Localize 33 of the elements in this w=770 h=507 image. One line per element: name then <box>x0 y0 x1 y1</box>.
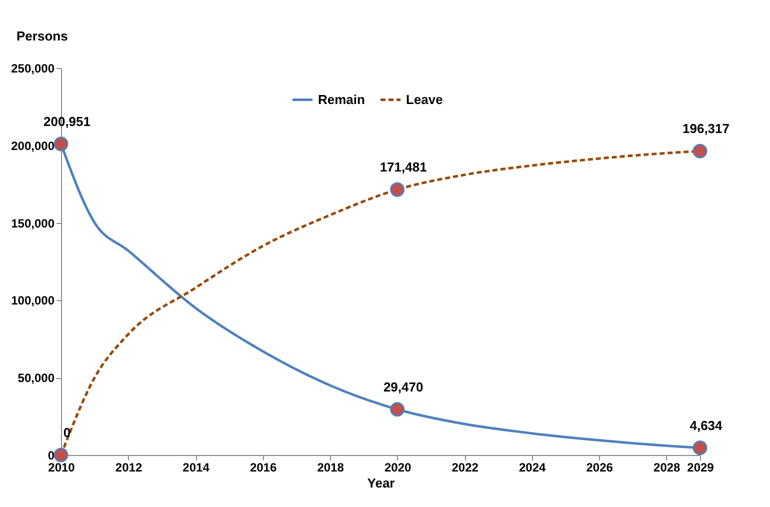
y-tick-label: 50,000 <box>18 371 55 386</box>
y-tick-label: 200,000 <box>11 138 55 153</box>
x-tick-label: 2020 <box>384 460 412 474</box>
x-tick-label: 2029 <box>687 460 714 474</box>
y-axis-title: Persons <box>16 28 68 44</box>
data-label: 0 <box>63 425 71 440</box>
x-axis-title: Year <box>367 476 395 490</box>
point <box>692 144 708 158</box>
x-tick-label: 2014 <box>182 460 210 474</box>
y-tick-label: 0 <box>48 448 55 462</box>
point <box>390 402 405 417</box>
data-label: 29,470 <box>383 379 424 394</box>
y-tick-label: 250,000 <box>11 62 55 76</box>
y-tick-label: 150,000 <box>11 216 55 230</box>
point <box>692 440 708 456</box>
legend-label: Leave <box>406 92 443 107</box>
data-label: 171,481 <box>380 160 427 175</box>
x-tick-label: 2010 <box>48 460 76 474</box>
point <box>54 448 68 462</box>
data-label: 200,951 <box>44 114 90 129</box>
data-label: 196,317 <box>682 121 730 136</box>
x-tick-label: 2016 <box>250 460 277 474</box>
x-tick-label: 2026 <box>586 460 614 474</box>
data-label: 4,634 <box>690 418 724 433</box>
x-tick-label: 2018 <box>317 460 344 474</box>
x-tick-label: 2028 <box>654 460 681 474</box>
y-tick-label: 100,000 <box>11 294 55 308</box>
legend-label: Remain <box>318 92 366 107</box>
x-tick-label: 2012 <box>115 460 142 474</box>
point <box>390 182 405 197</box>
x-tick-label: 2024 <box>518 460 546 474</box>
point <box>54 136 68 152</box>
x-tick-label: 2022 <box>452 460 479 474</box>
